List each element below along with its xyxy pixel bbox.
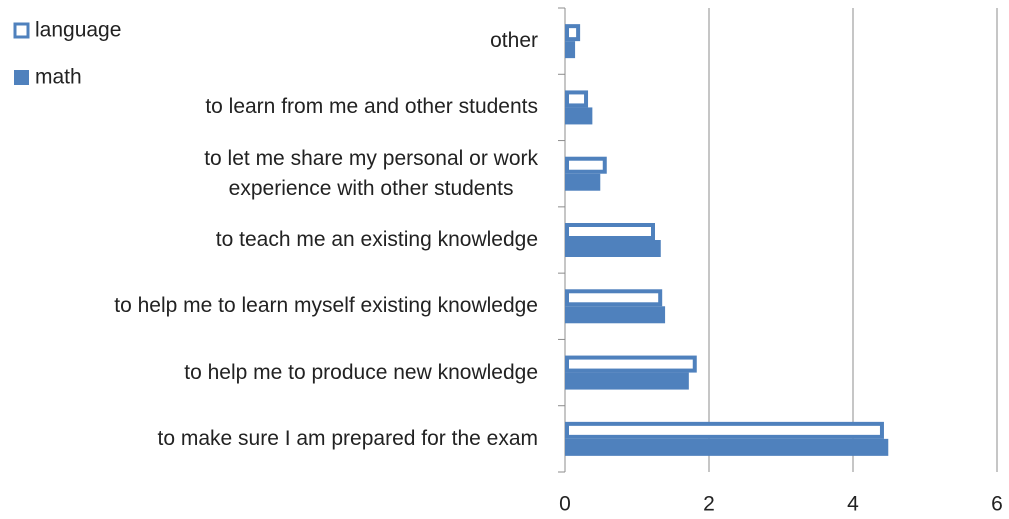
bar [565, 156, 607, 174]
y-tick-label: to help me to learn myself existing know… [114, 294, 538, 318]
y-tick-label: to teach me an existing knowledge [215, 228, 538, 251]
x-tick-label: 0 [559, 493, 571, 516]
legend-label: math [35, 66, 82, 89]
x-tick-label: 4 [847, 493, 859, 516]
legend-label: language [35, 19, 121, 42]
bar [565, 173, 601, 191]
bar [565, 421, 884, 439]
x-tick-label: 6 [991, 493, 1003, 516]
y-tick-label: to help me to produce new knowledge [184, 360, 538, 384]
bar [565, 306, 666, 324]
y-tick-label: to let me share my personal or work expe… [204, 146, 538, 200]
bar [565, 223, 655, 240]
y-tick-label: other [490, 29, 538, 53]
bar [565, 355, 697, 373]
x-tick-label: 2 [703, 493, 715, 516]
y-tick-label: to make sure I am prepared for the exam [157, 426, 538, 450]
bar [565, 107, 593, 125]
legend-swatch [13, 22, 30, 39]
legend-swatch [14, 70, 29, 85]
y-tick-label: to learn from me and other students [205, 95, 538, 119]
bar [565, 438, 889, 456]
bar [565, 289, 663, 307]
bar [565, 24, 581, 42]
bar [565, 90, 589, 108]
bar [565, 41, 576, 59]
bar [565, 372, 689, 390]
bar [565, 240, 661, 257]
